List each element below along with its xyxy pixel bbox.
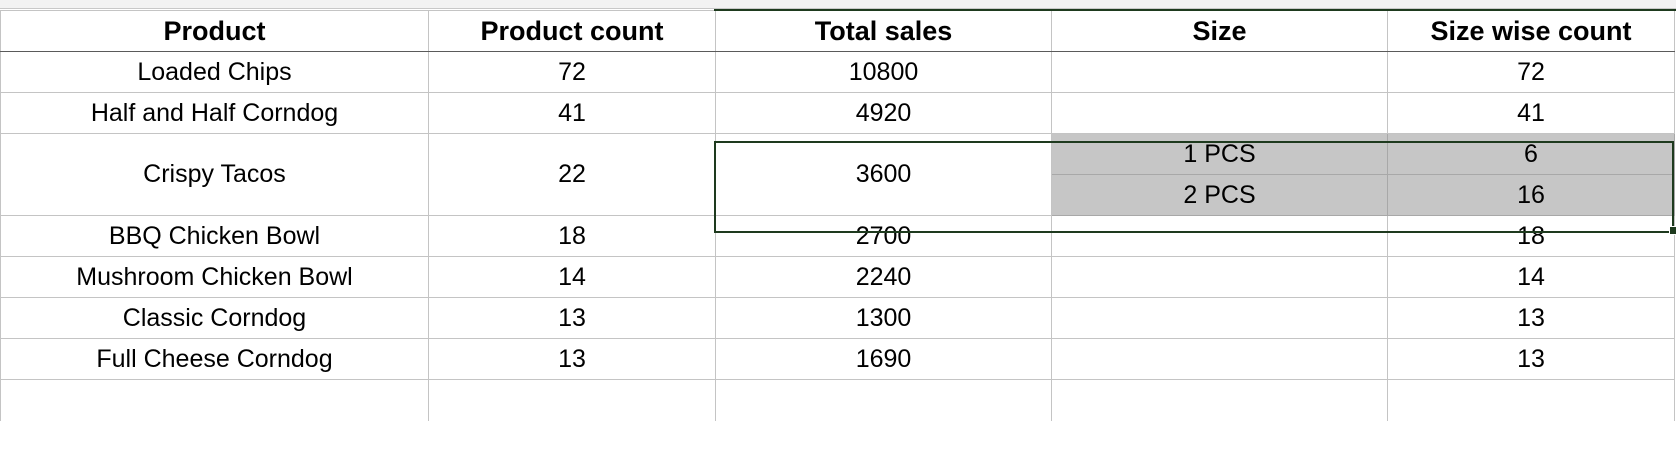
cell-size-selected[interactable]: 2 PCS bbox=[1051, 174, 1388, 216]
table-row: Crispy Tacos 22 3600 1 PCS 6 bbox=[0, 133, 1675, 216]
cell-product-count[interactable]: 13 bbox=[428, 338, 716, 380]
cell-size-wise-count[interactable]: 41 bbox=[1387, 92, 1675, 134]
empty-cell[interactable] bbox=[428, 379, 716, 421]
cell-product[interactable]: Full Cheese Corndog bbox=[0, 338, 429, 380]
cell-size-wise-count[interactable]: 18 bbox=[1387, 215, 1675, 257]
cell-product-count[interactable]: 13 bbox=[428, 297, 716, 339]
cell-size[interactable] bbox=[1051, 297, 1388, 339]
table-row: Classic Corndog 13 1300 13 bbox=[0, 297, 1675, 339]
empty-cell[interactable] bbox=[1387, 379, 1675, 421]
cell-total-sales[interactable]: 1300 bbox=[715, 297, 1052, 339]
cell-size-selected[interactable]: 1 PCS bbox=[1051, 133, 1388, 175]
empty-cell[interactable] bbox=[1051, 379, 1388, 421]
table-row: Mushroom Chicken Bowl 14 2240 14 bbox=[0, 256, 1675, 298]
cell-size[interactable] bbox=[1051, 256, 1388, 298]
previous-row-strip bbox=[0, 0, 1676, 9]
header-total-sales[interactable]: Total sales bbox=[715, 10, 1052, 52]
cell-total-sales[interactable]: 4920 bbox=[715, 92, 1052, 134]
empty-row bbox=[0, 379, 1675, 421]
table-row: Loaded Chips 72 10800 72 bbox=[0, 51, 1675, 93]
cell-product[interactable]: Half and Half Corndog bbox=[0, 92, 429, 134]
cell-size-wise-count[interactable]: 14 bbox=[1387, 256, 1675, 298]
empty-cell[interactable] bbox=[0, 379, 429, 421]
cell-product[interactable]: Mushroom Chicken Bowl bbox=[0, 256, 429, 298]
cell-product-count[interactable]: 14 bbox=[428, 256, 716, 298]
fill-handle[interactable] bbox=[1669, 226, 1676, 235]
sales-table: Product Product count Total sales Size S… bbox=[0, 10, 1675, 421]
cell-product[interactable]: Loaded Chips bbox=[0, 51, 429, 93]
header-product-count[interactable]: Product count bbox=[428, 10, 716, 52]
table-row: Half and Half Corndog 41 4920 41 bbox=[0, 92, 1675, 134]
header-product[interactable]: Product bbox=[0, 10, 429, 52]
cell-size[interactable] bbox=[1051, 338, 1388, 380]
cell-total-sales[interactable]: 2700 bbox=[715, 215, 1052, 257]
cell-size-wise-count-selected[interactable]: 6 bbox=[1387, 133, 1675, 175]
cell-product-count-merged[interactable]: 22 bbox=[428, 133, 716, 216]
cell-size-wise-count[interactable]: 13 bbox=[1387, 297, 1675, 339]
cell-size[interactable] bbox=[1051, 215, 1388, 257]
empty-cell[interactable] bbox=[715, 379, 1052, 421]
cell-product[interactable]: Classic Corndog bbox=[0, 297, 429, 339]
cell-product-count[interactable]: 41 bbox=[428, 92, 716, 134]
cell-size[interactable] bbox=[1051, 92, 1388, 134]
cell-size-wise-count[interactable]: 13 bbox=[1387, 338, 1675, 380]
header-row: Product Product count Total sales Size S… bbox=[0, 10, 1675, 52]
cell-product-count[interactable]: 18 bbox=[428, 215, 716, 257]
cell-total-sales[interactable]: 2240 bbox=[715, 256, 1052, 298]
cell-total-sales[interactable]: 10800 bbox=[715, 51, 1052, 93]
cell-size-wise-count[interactable]: 72 bbox=[1387, 51, 1675, 93]
table-row: Full Cheese Corndog 13 1690 13 bbox=[0, 338, 1675, 380]
cell-total-sales[interactable]: 1690 bbox=[715, 338, 1052, 380]
cell-product-count[interactable]: 72 bbox=[428, 51, 716, 93]
cell-product[interactable]: BBQ Chicken Bowl bbox=[0, 215, 429, 257]
table-row: 2 PCS 16 bbox=[1, 174, 1675, 216]
header-size[interactable]: Size bbox=[1051, 10, 1388, 52]
cell-size-wise-count-selected[interactable]: 16 bbox=[1387, 174, 1675, 216]
cell-product-merged[interactable]: Crispy Tacos bbox=[0, 133, 429, 216]
cell-total-sales-merged[interactable]: 3600 bbox=[715, 133, 1052, 216]
cell-size[interactable] bbox=[1051, 51, 1388, 93]
table-row: BBQ Chicken Bowl 18 2700 18 bbox=[0, 215, 1675, 257]
header-size-wise-count[interactable]: Size wise count bbox=[1387, 10, 1675, 52]
